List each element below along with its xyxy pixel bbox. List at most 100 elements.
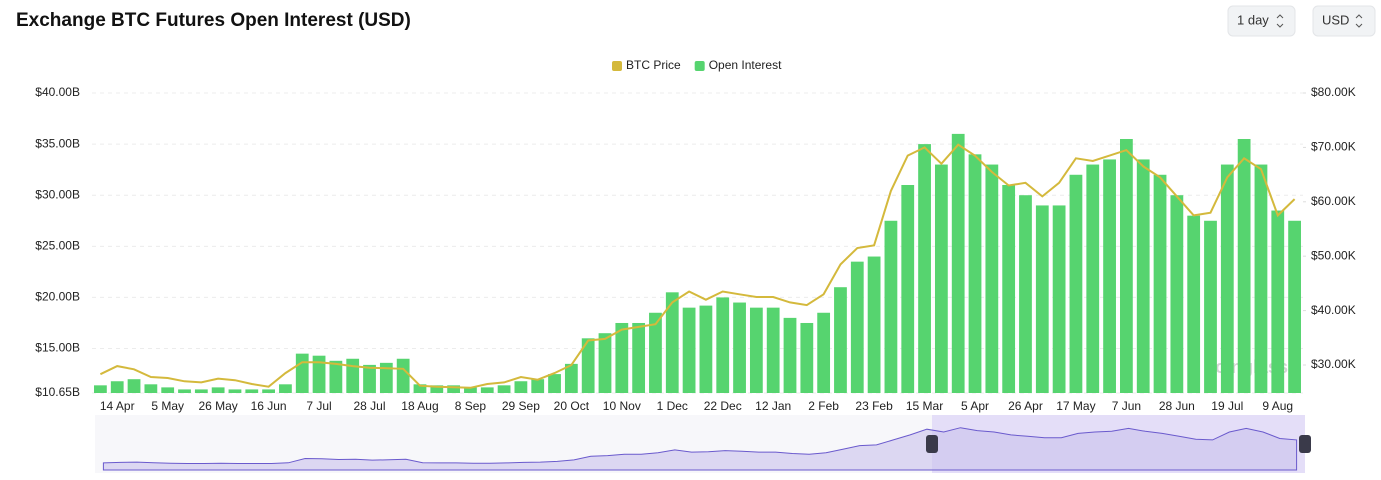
bar <box>178 389 191 393</box>
bar <box>1237 138 1251 393</box>
bar <box>817 312 831 393</box>
bar <box>379 362 393 393</box>
bar <box>262 389 275 393</box>
bar <box>867 256 881 393</box>
legend-swatch <box>694 61 705 71</box>
bar <box>127 379 141 393</box>
x-tick-label: 26 Apr <box>1008 399 1043 413</box>
select-text[interactable]: USD <box>1322 12 1349 27</box>
price-line <box>99 143 1296 389</box>
bar <box>94 385 107 393</box>
bar <box>1019 195 1032 393</box>
bar <box>918 144 931 393</box>
y-tick-label: $35.00B <box>35 136 80 150</box>
currency-select[interactable]: USD <box>1312 5 1376 37</box>
bar <box>1271 210 1285 393</box>
y2-tick-label: $30.00K <box>1311 357 1356 371</box>
bar <box>447 385 461 393</box>
bar <box>413 384 427 393</box>
bar <box>144 384 158 393</box>
bar <box>615 322 629 393</box>
select-text[interactable]: 1 day <box>1237 12 1269 27</box>
bar <box>480 387 494 393</box>
bar <box>985 164 999 393</box>
bar <box>1002 184 1016 393</box>
select-box[interactable] <box>1312 5 1376 37</box>
bar <box>497 385 511 393</box>
bar <box>1153 174 1167 393</box>
y2-tick-label: $50.00K <box>1311 248 1356 262</box>
bar <box>1069 174 1083 393</box>
bar <box>161 387 175 393</box>
bar <box>531 379 545 393</box>
bar <box>850 261 864 393</box>
bar <box>564 363 578 393</box>
select-box[interactable] <box>1227 5 1296 37</box>
x-tick-label: 28 Jun <box>1159 399 1195 413</box>
bar <box>1120 138 1133 393</box>
bar <box>733 302 746 393</box>
select-icon[interactable] <box>1355 14 1363 28</box>
x-tick-label: 26 May <box>198 399 237 413</box>
x-tick-label: 5 Apr <box>961 399 989 413</box>
bar <box>363 364 376 393</box>
bar <box>1254 164 1268 393</box>
legend-swatch <box>612 61 622 71</box>
bar <box>279 384 292 393</box>
bar <box>514 381 528 393</box>
bar <box>901 184 915 393</box>
bar <box>329 360 343 393</box>
x-tick-label: 14 Apr <box>100 399 135 413</box>
navigator-area <box>102 427 1298 471</box>
x-tick-label: 1 Dec <box>657 399 688 413</box>
bar <box>682 307 696 393</box>
bar <box>346 358 360 393</box>
bar <box>699 305 713 393</box>
y2-tick-label: $70.00K <box>1311 140 1356 154</box>
navigator-handle[interactable] <box>926 435 938 453</box>
bar <box>1170 195 1184 393</box>
x-tick-label: 10 Nov <box>603 399 641 413</box>
x-tick-label: 18 Aug <box>401 399 438 413</box>
x-tick-label: 20 Oct <box>554 399 590 413</box>
bar <box>1288 220 1301 393</box>
y-tick-label: $15.00B <box>35 341 80 355</box>
x-tick-label: 12 Jan <box>755 399 791 413</box>
y-tick-label: $25.00B <box>35 238 80 252</box>
bar <box>649 312 662 393</box>
y-tick-label: $30.00B <box>35 187 80 201</box>
bar <box>396 358 410 393</box>
bar <box>1187 215 1201 393</box>
bar <box>295 353 309 393</box>
select-icon[interactable] <box>1276 14 1284 28</box>
bar <box>430 385 444 393</box>
bar <box>228 389 242 393</box>
bar <box>951 133 965 393</box>
y2-tick-label: $60.00K <box>1311 194 1356 208</box>
legend-label: BTC Price <box>626 58 681 72</box>
x-tick-label: 7 Jun <box>1112 399 1141 413</box>
bar <box>716 297 730 393</box>
y2-tick-label: $80.00K <box>1311 85 1356 99</box>
x-tick-label: 22 Dec <box>704 399 742 413</box>
bar <box>800 322 814 393</box>
y-tick-label: $20.00B <box>35 290 80 304</box>
bar <box>632 322 646 393</box>
bar <box>968 154 982 393</box>
interval-select[interactable]: 1 day <box>1227 5 1296 37</box>
x-tick-label: 19 Jul <box>1211 399 1243 413</box>
x-tick-label: 7 Jul <box>306 399 331 413</box>
bar <box>783 317 797 393</box>
navigator-handle[interactable] <box>1299 435 1311 453</box>
y2-tick-label: $40.00K <box>1311 303 1356 317</box>
y-tick-label: $10.65B <box>35 385 80 399</box>
bar <box>1052 205 1066 393</box>
x-tick-label: 2 Feb <box>808 399 839 413</box>
bar <box>1086 164 1100 393</box>
chart-title: Exchange BTC Futures Open Interest (USD) <box>16 10 411 31</box>
legend: BTC Price Open Interest <box>612 58 782 72</box>
bar <box>194 389 208 393</box>
bar <box>548 374 561 393</box>
x-tick-label: 8 Sep <box>455 399 487 413</box>
